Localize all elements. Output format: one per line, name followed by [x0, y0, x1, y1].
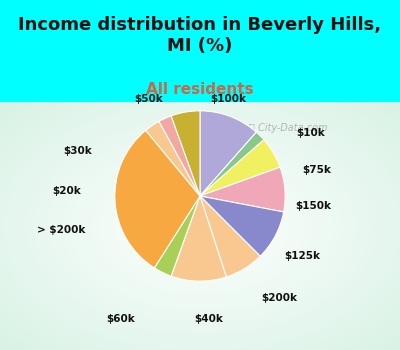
Text: $50k: $50k	[134, 94, 163, 104]
Text: $125k: $125k	[284, 251, 320, 261]
Text: $60k: $60k	[106, 314, 135, 324]
Text: ⓘ City-Data.com: ⓘ City-Data.com	[249, 123, 327, 133]
Text: Income distribution in Beverly Hills,
MI (%): Income distribution in Beverly Hills, MI…	[18, 16, 382, 55]
Text: $40k: $40k	[194, 314, 223, 324]
Wedge shape	[200, 196, 260, 277]
Text: $30k: $30k	[64, 146, 92, 156]
Wedge shape	[171, 196, 226, 281]
Wedge shape	[154, 196, 200, 276]
Wedge shape	[200, 111, 256, 196]
Wedge shape	[146, 121, 200, 196]
Text: > $200k: > $200k	[37, 225, 85, 235]
Wedge shape	[200, 167, 285, 212]
Text: $20k: $20k	[52, 186, 81, 196]
Text: $10k: $10k	[296, 128, 325, 138]
Wedge shape	[200, 140, 280, 196]
Wedge shape	[200, 132, 264, 196]
Wedge shape	[115, 130, 200, 268]
Wedge shape	[159, 116, 200, 196]
Text: $100k: $100k	[210, 94, 246, 104]
Text: $200k: $200k	[262, 293, 298, 303]
Text: $150k: $150k	[296, 202, 332, 211]
Wedge shape	[200, 196, 284, 256]
Wedge shape	[171, 111, 200, 196]
Text: $75k: $75k	[302, 165, 331, 175]
Text: All residents: All residents	[146, 82, 254, 97]
